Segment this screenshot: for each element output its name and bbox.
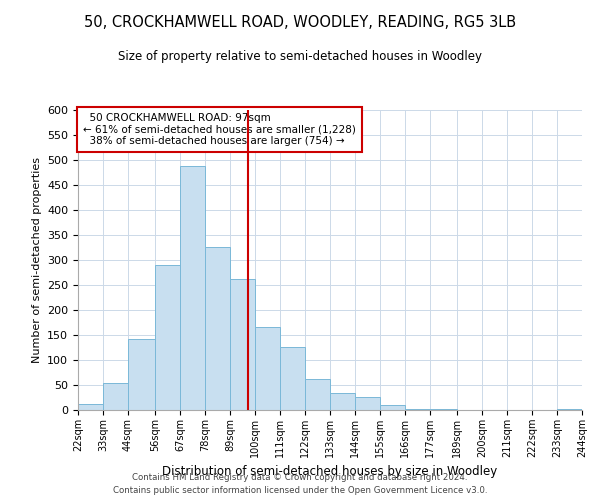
Y-axis label: Number of semi-detached properties: Number of semi-detached properties [32,157,41,363]
Text: 50 CROCKHAMWELL ROAD: 97sqm
← 61% of semi-detached houses are smaller (1,228)
  : 50 CROCKHAMWELL ROAD: 97sqm ← 61% of sem… [83,113,356,146]
Bar [355,397,380,410]
Bar [180,166,205,410]
Bar [103,383,128,410]
Bar [405,408,430,410]
Bar [430,409,457,410]
Bar [255,326,280,410]
Bar [78,404,103,410]
Bar [155,265,180,410]
Bar [305,378,330,410]
Bar [380,405,405,410]
Text: Size of property relative to semi-detached houses in Woodley: Size of property relative to semi-detach… [118,50,482,63]
Bar [205,246,230,410]
Bar [230,279,255,410]
Bar [557,409,582,410]
Bar [330,392,355,410]
Text: Contains public sector information licensed under the Open Government Licence v3: Contains public sector information licen… [113,486,487,495]
Bar [128,338,155,410]
X-axis label: Distribution of semi-detached houses by size in Woodley: Distribution of semi-detached houses by … [163,466,497,478]
Text: 50, CROCKHAMWELL ROAD, WOODLEY, READING, RG5 3LB: 50, CROCKHAMWELL ROAD, WOODLEY, READING,… [84,15,516,30]
Bar [280,346,305,410]
Text: Contains HM Land Registry data © Crown copyright and database right 2024.: Contains HM Land Registry data © Crown c… [132,474,468,482]
